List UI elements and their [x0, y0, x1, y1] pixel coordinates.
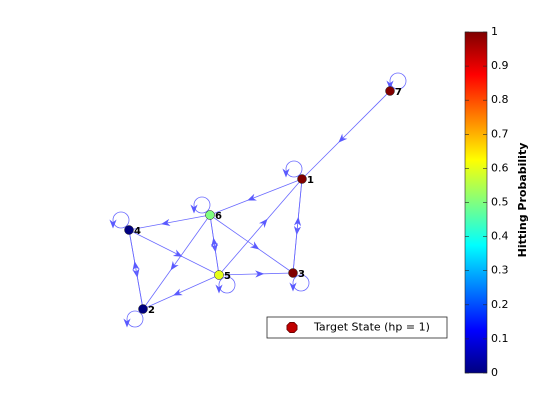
edge [142, 214, 211, 310]
colorbar-label: Hitting Probability [516, 143, 529, 258]
legend [266, 316, 448, 339]
colorbar-tick-label: 1 [491, 25, 498, 38]
legend-marker [286, 322, 298, 333]
edges [109, 72, 407, 328]
legend-label: Target State (hp = 1) [313, 321, 430, 334]
edge [301, 90, 391, 180]
colorbar-tick-label: 0.1 [491, 332, 509, 345]
colorbar-tick-label: 0.8 [491, 93, 509, 106]
node [124, 225, 134, 235]
edge [128, 229, 144, 310]
colorbar-tick-label: 0.4 [491, 230, 509, 243]
node [385, 86, 395, 96]
edge [128, 214, 211, 231]
node-label: 5 [224, 271, 231, 282]
edge [292, 178, 303, 274]
edge [209, 178, 303, 216]
self-loop [112, 211, 130, 229]
self-loop [285, 160, 303, 178]
colorbar-tick-label: 0.9 [491, 59, 509, 72]
colorbar-tick-label: 0.3 [491, 264, 509, 277]
colorbar-tick-label: 0 [491, 366, 498, 379]
node [214, 270, 224, 280]
node-label: 4 [134, 226, 141, 237]
node-label: 1 [307, 175, 314, 186]
edge [218, 178, 303, 276]
colorbar-tick-label: 0.7 [491, 127, 509, 140]
colorbar-tick-label: 0.6 [491, 161, 509, 174]
edge [142, 274, 220, 310]
colorbar-tick-label: 0.5 [491, 196, 509, 209]
node-label: 3 [298, 269, 305, 280]
self-loop [126, 310, 144, 328]
colorbar-tick-label: 0.2 [491, 298, 509, 311]
self-loop [193, 196, 211, 214]
node-label: 7 [395, 87, 402, 98]
edge [209, 214, 220, 276]
edge [128, 229, 220, 276]
node [288, 268, 298, 278]
node-label: 2 [148, 305, 155, 316]
node [297, 174, 307, 184]
node [138, 304, 148, 314]
node [205, 210, 215, 220]
nodes: 1 2 3 4 5 6 7 [124, 86, 402, 316]
edge [209, 214, 294, 274]
node-label: 6 [215, 211, 222, 222]
